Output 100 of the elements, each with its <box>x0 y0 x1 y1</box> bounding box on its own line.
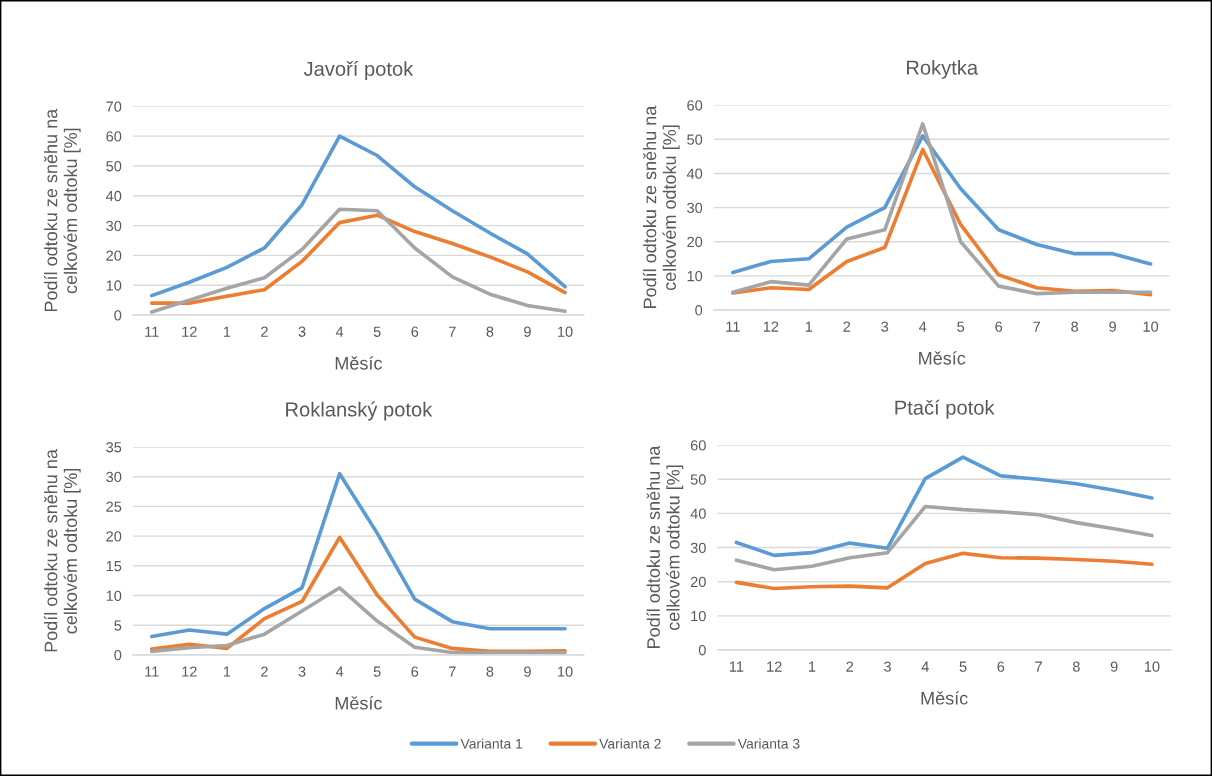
x-tick-label: 1 <box>223 326 231 337</box>
x-tick-label: 1 <box>223 666 231 677</box>
x-tick-label: 11 <box>145 326 159 337</box>
chart-title: Ptačí potok <box>895 399 995 419</box>
x-tick-label: 5 <box>373 666 381 677</box>
y-tick-label: 60 <box>690 440 706 451</box>
x-tick-label: 6 <box>995 321 1003 332</box>
line-series <box>734 551 1154 591</box>
y-tick-label: 60 <box>687 100 703 111</box>
x-tick-label: 7 <box>449 326 456 337</box>
x-tick-label: 11 <box>729 661 744 672</box>
y-tick-label: 20 <box>106 531 122 542</box>
y-axis-title: Podíl odtoku ze sněhu na celkovém odtoku [%] <box>646 445 684 648</box>
y-tick-label: 40 <box>686 168 703 179</box>
y-tick-label: 10 <box>687 270 703 282</box>
y-tick-label: 10 <box>691 610 706 622</box>
x-tick-label: 4 <box>335 326 344 337</box>
y-tick-label: 60 <box>106 131 122 142</box>
x-tick-label: 11 <box>726 321 740 332</box>
y-tick-label: 20 <box>687 236 703 248</box>
y-tick-label: 30 <box>106 220 122 232</box>
y-tick-label: 10 <box>106 280 122 291</box>
y-tick-label: 20 <box>106 250 122 261</box>
x-tick-label: 9 <box>524 666 531 677</box>
x-tick-label: 8 <box>486 326 494 337</box>
y-tick-label: 5 <box>114 620 122 631</box>
chart-title: Rokytka <box>907 60 979 79</box>
x-tick-label: 5 <box>957 321 965 332</box>
x-tick-label: 3 <box>881 321 889 332</box>
x-tick-label: 2 <box>843 321 851 332</box>
line-series <box>734 455 1154 558</box>
x-tick-label: 10 <box>1144 661 1160 672</box>
y-tick-label: 50 <box>106 161 122 172</box>
chart-title: Roklanský potok <box>286 401 433 421</box>
y-tick-label: 0 <box>114 650 122 661</box>
line-series <box>149 471 567 639</box>
y-tick-label: 20 <box>690 576 706 588</box>
y-tick-label: 10 <box>106 590 122 601</box>
x-tick-label: 12 <box>182 666 197 677</box>
x-tick-label: 5 <box>373 326 381 337</box>
x-tick-label: 10 <box>558 666 573 677</box>
x-tick-label: 10 <box>1143 321 1159 332</box>
x-tick-label: 8 <box>1072 661 1080 672</box>
y-tick-label: 0 <box>698 645 706 656</box>
x-tick-label: 1 <box>805 321 813 332</box>
x-tick-label: 9 <box>1110 661 1118 672</box>
legend-label: Varianta 3 <box>737 738 800 749</box>
x-tick-label: 6 <box>997 661 1005 672</box>
y-tick-label: 35 <box>106 442 122 453</box>
line-series <box>149 585 567 655</box>
y-tick-label: 25 <box>106 501 122 512</box>
y-tick-label: 50 <box>687 134 703 145</box>
x-axis-title: Měsíc <box>335 696 382 710</box>
line-series <box>731 134 1153 275</box>
x-tick-label: 10 <box>558 326 573 337</box>
x-tick-label: 2 <box>846 661 854 672</box>
y-tick-label: 40 <box>690 508 706 519</box>
x-axis-title: Měsíc <box>921 691 968 705</box>
x-tick-label: 3 <box>298 666 306 677</box>
x-tick-label: 12 <box>182 326 197 337</box>
y-tick-label: 30 <box>687 202 703 214</box>
line-series <box>734 504 1154 572</box>
x-tick-label: 4 <box>921 661 929 672</box>
x-tick-label: 7 <box>1033 321 1040 332</box>
y-axis-title: Podíl odtoku ze sněhu na celkovém odtoku [%] <box>43 449 81 652</box>
line-series <box>149 134 567 298</box>
x-tick-label: 2 <box>261 666 268 677</box>
y-tick-label: 30 <box>106 471 122 483</box>
x-tick-label: 8 <box>1071 321 1079 332</box>
x-tick-label: 11 <box>145 666 159 677</box>
y-axis-title: Podíl odtoku ze sněhu na celkovém odtoku [%] <box>642 105 680 308</box>
x-tick-label: 6 <box>411 326 419 337</box>
x-tick-label: 2 <box>261 326 268 337</box>
x-tick-label: 3 <box>298 326 306 337</box>
x-tick-label: 9 <box>524 326 531 337</box>
y-tick-label: 70 <box>106 101 122 112</box>
chart-title: Javoří potok <box>303 60 414 80</box>
y-tick-label: 15 <box>106 561 122 572</box>
x-tick-label: 1 <box>809 661 816 672</box>
y-axis-title: Podíl odtoku ze sněhu na celkovém odtoku [%] <box>43 108 81 312</box>
x-tick-label: 5 <box>959 661 967 672</box>
x-axis-title: Měsíc <box>335 356 382 370</box>
x-tick-label: 3 <box>883 661 891 672</box>
x-tick-label: 7 <box>449 666 456 677</box>
x-tick-label: 9 <box>1109 321 1116 332</box>
x-tick-label: 4 <box>919 321 927 332</box>
x-tick-label: 4 <box>335 666 344 677</box>
y-tick-label: 40 <box>105 190 122 202</box>
y-tick-label: 0 <box>695 305 703 316</box>
x-tick-label: 6 <box>411 666 419 677</box>
x-tick-label: 12 <box>767 661 782 672</box>
x-axis-title: Měsíc <box>919 351 966 365</box>
x-tick-label: 8 <box>486 666 494 677</box>
legend-label: Varianta 1 <box>460 738 523 749</box>
y-tick-label: 30 <box>690 542 706 553</box>
y-tick-label: 0 <box>114 310 122 321</box>
x-tick-label: 7 <box>1035 661 1042 672</box>
y-tick-label: 50 <box>690 474 706 485</box>
x-tick-label: 12 <box>763 321 779 332</box>
legend-label: Varianta 2 <box>599 738 661 749</box>
